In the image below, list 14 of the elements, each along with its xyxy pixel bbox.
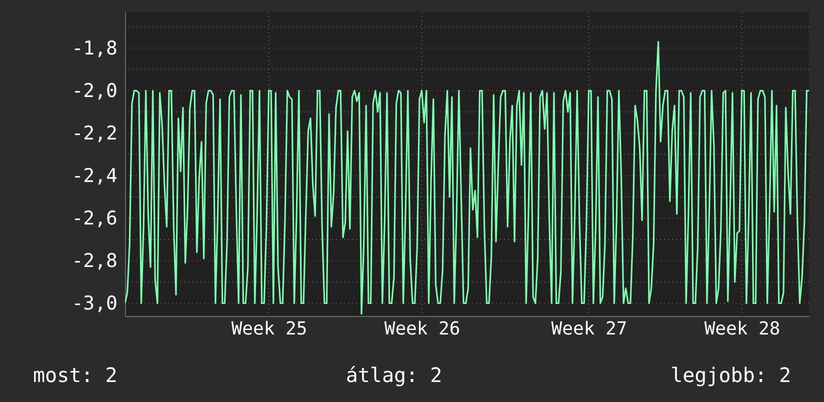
x-tick-label: Week 25 (231, 318, 308, 340)
x-tick-label: Week 26 (384, 318, 460, 340)
text: legjobb: 2 (670, 363, 791, 387)
text: most: 2 (33, 363, 118, 387)
y-tick-label: -2,2 (72, 122, 118, 145)
y-tick-label: -2,8 (72, 250, 118, 272)
y-tick-label: -3,0 (72, 292, 118, 315)
y-tick-label: -2,0 (72, 80, 118, 102)
x-tick-label: Week 28 (704, 318, 780, 340)
text: átlag: 2 (346, 363, 442, 387)
y-tick-label: -2,6 (72, 208, 118, 230)
y-tick-label: -2,4 (72, 165, 118, 188)
x-tick-label: Week 27 (551, 318, 628, 340)
y-tick-label: -1,8 (72, 38, 118, 60)
